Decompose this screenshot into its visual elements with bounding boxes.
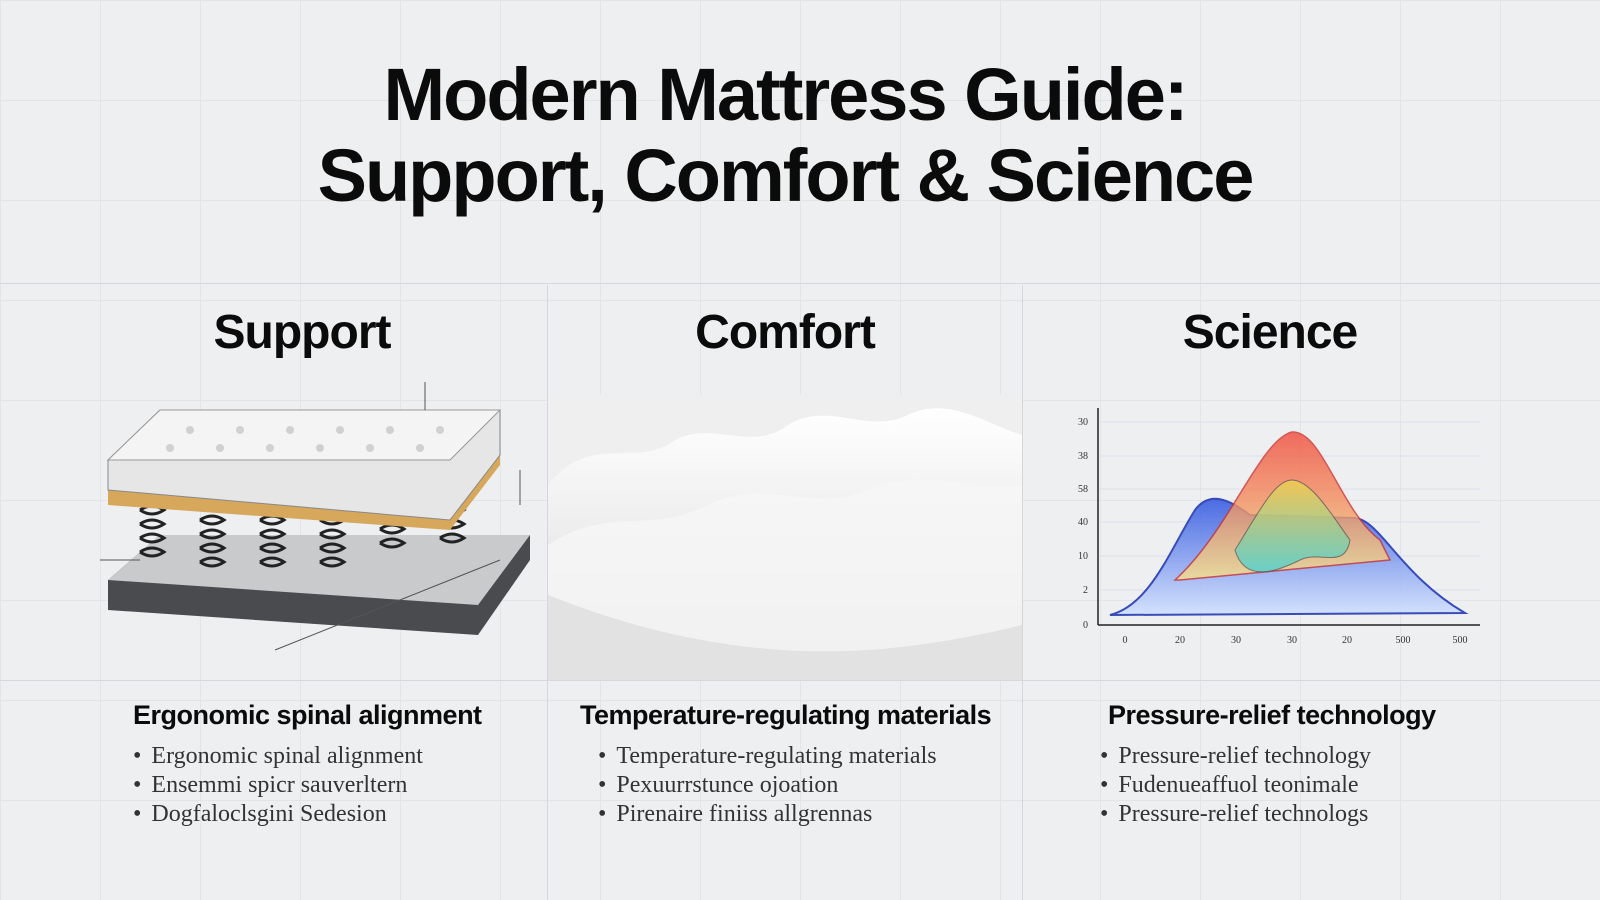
comfort-bullets: Temperature-regulating materials Pexuurr…: [598, 742, 937, 829]
x-tick: 20: [1175, 635, 1185, 646]
list-item: Temperature-regulating materials: [598, 742, 936, 771]
list-item: Pirenaire finiiss allgrennas: [598, 800, 937, 829]
heading-science: Science: [1182, 306, 1358, 359]
science-bullets: Pressure-relief technology Fudenueaffuol…: [1100, 742, 1371, 829]
support-bullets: Ergonomic spinal alignment Ensemmi spicr…: [133, 742, 423, 829]
page-title: Modern Mattress Guide:: [383, 53, 1189, 136]
divider: [0, 680, 1600, 681]
x-tick: 30: [1287, 635, 1297, 646]
y-tick: 30: [1078, 417, 1088, 428]
list-item: Ensemmi spicr sauverltern: [133, 771, 423, 800]
list-item: Pexuurrstunce ojoation: [598, 771, 937, 800]
y-tick: 2: [1083, 585, 1088, 596]
list-item: Ergonomic spinal alignment: [133, 742, 423, 771]
divider: [1022, 285, 1023, 900]
x-tick: 30: [1231, 635, 1241, 646]
heading-comfort: Comfort: [695, 306, 876, 359]
divider: [0, 283, 1600, 284]
heading-support: Support: [213, 306, 392, 359]
divider: [547, 285, 548, 900]
list-item: Dogfaloclsgini Sedesion: [133, 800, 423, 829]
y-tick: 40: [1078, 517, 1088, 528]
list-item: Pressure-relief technologs: [1100, 800, 1371, 829]
list-item: Fudenueaffuol teonimale: [1100, 771, 1371, 800]
x-tick: 500: [1453, 635, 1468, 646]
y-tick: 38: [1078, 451, 1088, 462]
subheading-comfort: Temperature-regulating materials: [580, 700, 992, 730]
x-tick: 0: [1123, 635, 1128, 646]
list-item: Pressure-relief technology: [1100, 742, 1371, 771]
subheading-support: Ergonomic spinal alignment: [133, 700, 482, 730]
x-tick: 500: [1396, 635, 1411, 646]
mattress-springs-illustration: [100, 382, 530, 651]
x-tick: 20: [1342, 635, 1352, 646]
subheading-science: Pressure-relief technology: [1108, 700, 1436, 730]
page-title-line2: Support, Comfort & Science: [317, 134, 1255, 217]
y-tick: 10: [1078, 551, 1088, 562]
foam-illustration: [548, 395, 1022, 680]
pressure-chart: 30 38 58 40 10 2 0 0 20 30 30 20 500 500: [1078, 408, 1480, 646]
y-tick: 58: [1078, 484, 1088, 495]
y-tick: 0: [1083, 620, 1088, 631]
